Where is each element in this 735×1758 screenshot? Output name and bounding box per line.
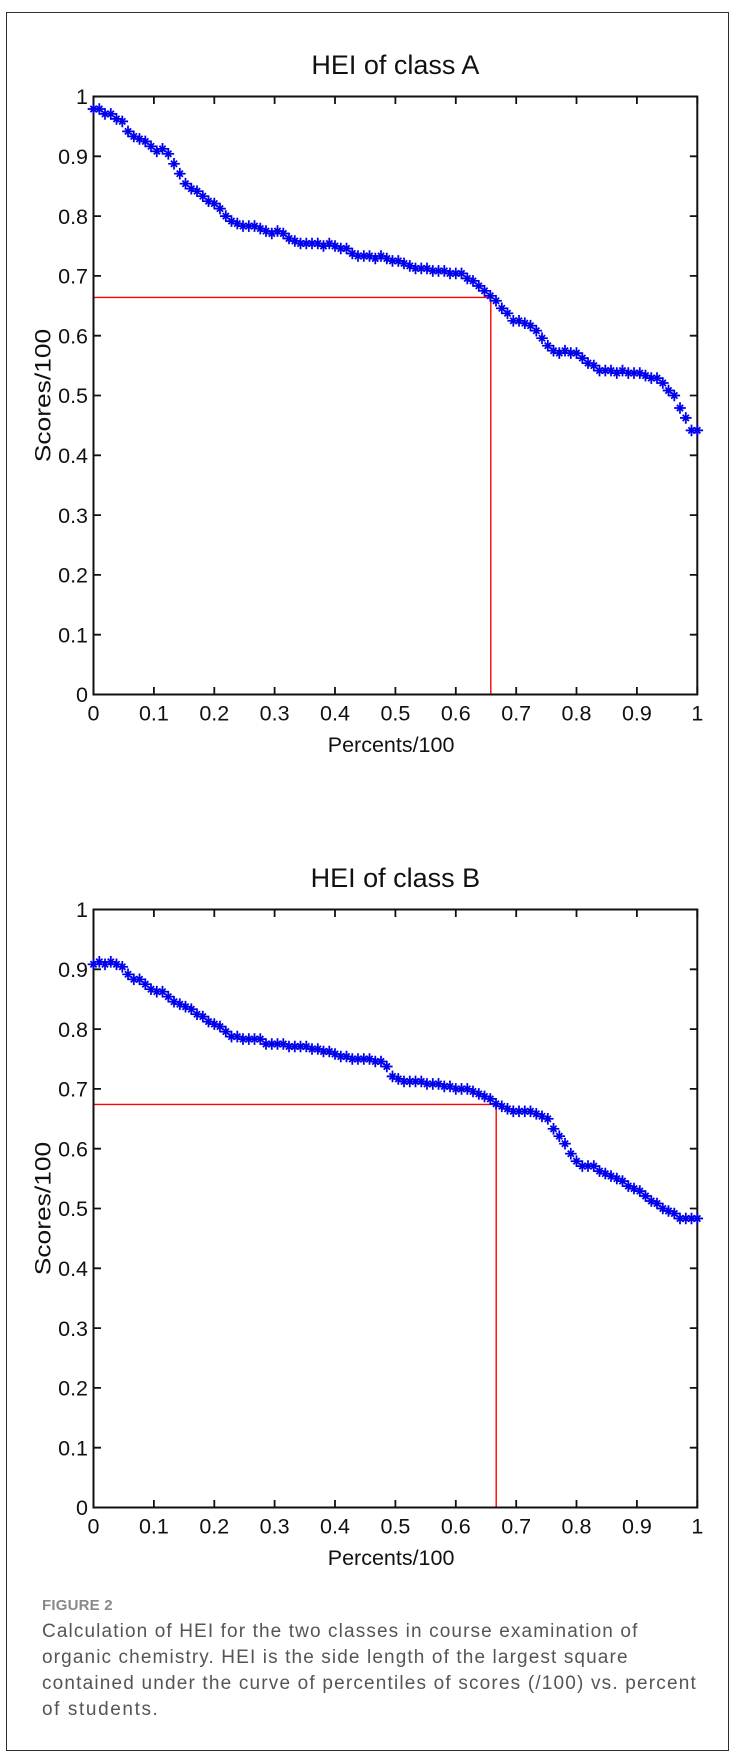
svg-text:0.3: 0.3 bbox=[260, 1515, 290, 1539]
svg-text:Percents/100: Percents/100 bbox=[328, 733, 455, 757]
svg-text:0: 0 bbox=[76, 1496, 88, 1520]
svg-text:0.1: 0.1 bbox=[58, 623, 88, 647]
svg-text:0.5: 0.5 bbox=[380, 702, 410, 726]
svg-text:0.3: 0.3 bbox=[260, 702, 290, 726]
svg-text:0.5: 0.5 bbox=[58, 384, 88, 408]
svg-text:0.6: 0.6 bbox=[58, 1137, 88, 1161]
svg-text:0: 0 bbox=[88, 1515, 100, 1539]
svg-text:1: 1 bbox=[76, 85, 88, 109]
svg-text:0.4: 0.4 bbox=[58, 1257, 88, 1281]
svg-text:0.9: 0.9 bbox=[58, 145, 88, 169]
svg-text:0.9: 0.9 bbox=[622, 702, 652, 726]
svg-text:Percents/100: Percents/100 bbox=[328, 1546, 455, 1570]
svg-text:0.7: 0.7 bbox=[501, 1515, 531, 1539]
svg-text:HEI of class B: HEI of class B bbox=[311, 863, 481, 893]
svg-text:0.8: 0.8 bbox=[562, 702, 592, 726]
svg-text:0.4: 0.4 bbox=[58, 444, 88, 468]
svg-text:0: 0 bbox=[76, 683, 88, 707]
svg-text:0: 0 bbox=[88, 702, 100, 726]
svg-text:0.2: 0.2 bbox=[199, 1515, 229, 1539]
svg-text:0.7: 0.7 bbox=[58, 1078, 88, 1102]
svg-text:1: 1 bbox=[691, 702, 703, 726]
svg-text:0.2: 0.2 bbox=[199, 702, 229, 726]
svg-text:0.1: 0.1 bbox=[139, 702, 169, 726]
svg-text:0.2: 0.2 bbox=[58, 564, 88, 588]
svg-text:0.6: 0.6 bbox=[58, 324, 88, 348]
svg-text:0.6: 0.6 bbox=[441, 702, 471, 726]
svg-text:HEI of class A: HEI of class A bbox=[311, 50, 479, 80]
svg-text:0.4: 0.4 bbox=[320, 702, 350, 726]
svg-text:0.8: 0.8 bbox=[58, 1018, 88, 1042]
svg-text:0.8: 0.8 bbox=[562, 1515, 592, 1539]
svg-text:0.3: 0.3 bbox=[58, 504, 88, 528]
svg-text:0.7: 0.7 bbox=[58, 265, 88, 289]
svg-text:0.2: 0.2 bbox=[58, 1377, 88, 1401]
svg-text:0.4: 0.4 bbox=[320, 1515, 350, 1539]
svg-text:1: 1 bbox=[691, 1515, 703, 1539]
svg-text:0.5: 0.5 bbox=[380, 1515, 410, 1539]
svg-text:Scores/100: Scores/100 bbox=[31, 1142, 55, 1275]
svg-text:0.3: 0.3 bbox=[58, 1317, 88, 1341]
svg-text:0.9: 0.9 bbox=[622, 1515, 652, 1539]
svg-text:0.1: 0.1 bbox=[139, 1515, 169, 1539]
svg-text:0.9: 0.9 bbox=[58, 958, 88, 982]
svg-text:Scores/100: Scores/100 bbox=[31, 329, 55, 462]
svg-text:0.1: 0.1 bbox=[58, 1436, 88, 1460]
svg-text:0.7: 0.7 bbox=[501, 702, 531, 726]
svg-text:0.8: 0.8 bbox=[58, 205, 88, 229]
svg-text:1: 1 bbox=[76, 898, 88, 922]
svg-text:0.6: 0.6 bbox=[441, 1515, 471, 1539]
svg-text:0.5: 0.5 bbox=[58, 1197, 88, 1221]
